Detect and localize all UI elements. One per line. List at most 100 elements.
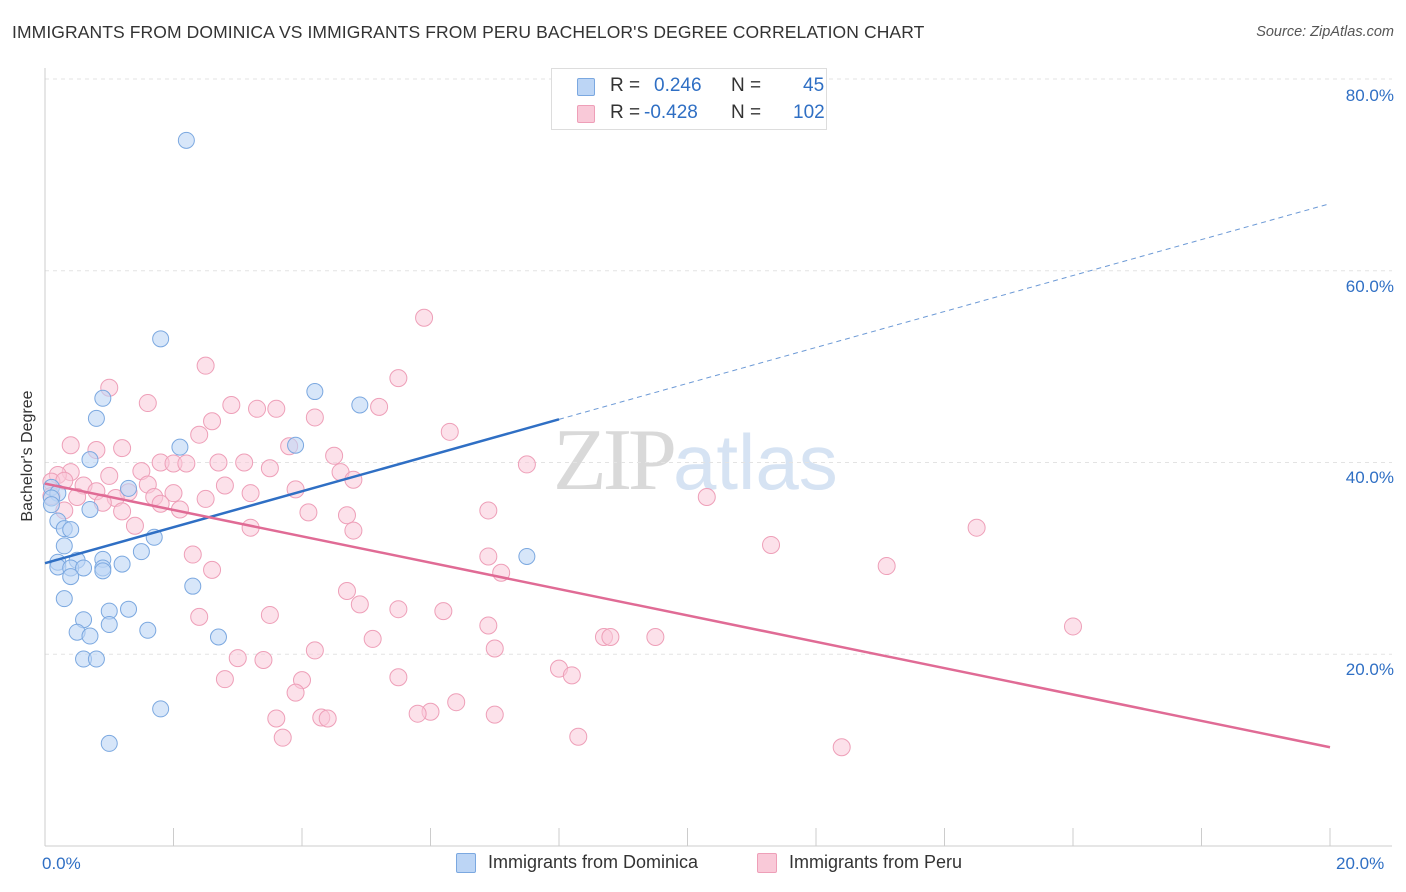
peru-point: [273, 728, 292, 747]
legend-r-value: -0.428: [644, 102, 698, 123]
peru-points: [42, 308, 1082, 757]
peru-point: [318, 709, 337, 728]
dominica-point: [120, 600, 138, 618]
stats-legend: R = 0.246 N = 45 R = -0.428 N = 102: [551, 68, 827, 130]
dominica-point: [113, 555, 131, 573]
grid-lines: [45, 78, 1392, 655]
dominica-point: [75, 559, 93, 577]
dominica-point: [184, 577, 202, 595]
dominica-point: [62, 521, 80, 539]
peru-point: [389, 369, 408, 388]
peru-point: [228, 649, 247, 668]
peru-point: [305, 408, 324, 427]
trend-lines: [44, 203, 1331, 749]
dominica-point: [132, 543, 150, 561]
peru-point: [241, 484, 260, 503]
peru-point: [267, 399, 286, 418]
peru-point: [235, 453, 254, 472]
peru-point: [254, 651, 273, 670]
dominica-point: [209, 628, 227, 646]
peru-point: [601, 627, 620, 646]
dominica-point: [171, 438, 189, 456]
peru-point: [68, 488, 87, 507]
legend-r-label: R =: [610, 75, 641, 96]
legend-n-label: N =: [731, 102, 762, 123]
dominica-point: [55, 590, 73, 608]
peru-point: [248, 399, 267, 418]
dominica-point: [81, 627, 99, 645]
peru-point: [337, 506, 356, 525]
dominica-point: [306, 383, 324, 401]
bottom-legend-swatch-dominica: [456, 853, 476, 873]
bottom-legend-swatch-peru: [757, 853, 777, 873]
dominica-point: [94, 562, 112, 580]
dominica-point: [287, 436, 305, 454]
peru-point: [203, 560, 222, 579]
dominica-point: [518, 547, 536, 565]
peru-point: [209, 453, 228, 472]
peru-point: [389, 600, 408, 619]
dominica-point: [177, 131, 195, 149]
dominica-point: [139, 621, 157, 639]
x-tick-label: 20.0%: [1336, 854, 1385, 873]
peru-point: [479, 501, 498, 520]
peru-point: [337, 581, 356, 600]
peru-point: [479, 616, 498, 635]
peru-point: [517, 455, 536, 474]
y-tick-label: 40.0%: [1345, 468, 1394, 487]
peru-point: [286, 683, 305, 702]
peru-point: [447, 693, 466, 712]
dominica-point: [42, 496, 60, 514]
dominica-point: [62, 568, 80, 586]
peru-point: [832, 738, 851, 757]
x-tick-label: 0.0%: [42, 854, 81, 873]
axes: [44, 68, 1392, 847]
peru-point: [215, 476, 234, 495]
dominica-point: [120, 479, 138, 497]
peru-point: [762, 535, 781, 554]
bottom-legend-label: Immigrants from Dominica: [488, 852, 699, 872]
y-tick-label: 60.0%: [1345, 277, 1394, 296]
dominica-point: [351, 396, 369, 414]
peru-point: [485, 705, 504, 724]
dominica-point: [100, 734, 118, 752]
peru-point: [697, 488, 716, 507]
peru-point: [61, 436, 80, 455]
peru-point: [196, 356, 215, 375]
peru-point: [434, 602, 453, 621]
peru-point: [363, 629, 382, 648]
peru-point: [408, 704, 427, 723]
dominica-point: [87, 409, 105, 427]
dominica-point: [94, 389, 112, 407]
legend-swatch-dominica: [577, 78, 595, 96]
watermark-zip: ZIP: [553, 412, 677, 509]
peru-point: [1064, 617, 1082, 636]
peru-point: [485, 639, 504, 658]
legend-n-value: 45: [803, 75, 825, 96]
bottom-legend-label: Immigrants from Peru: [789, 852, 963, 872]
dominica-point: [152, 700, 170, 718]
peru-point: [196, 489, 215, 508]
dominica-point: [152, 330, 170, 348]
peru-point: [164, 484, 183, 503]
peru-point: [967, 518, 986, 537]
peru-point: [350, 595, 369, 614]
legend-n-label: N =: [731, 75, 762, 96]
peru-point: [440, 422, 459, 441]
peru-point: [569, 727, 588, 746]
peru-point: [260, 459, 279, 478]
watermark: ZIPatlas: [553, 408, 838, 511]
legend-r-value: 0.246: [654, 75, 702, 96]
peru-point: [177, 454, 196, 473]
peru-point: [305, 641, 324, 660]
peru-point: [190, 607, 209, 626]
peru-point: [479, 547, 498, 566]
peru-point: [562, 666, 581, 685]
y-tick-label: 80.0%: [1345, 86, 1394, 105]
y-tick-label: 20.0%: [1345, 660, 1394, 679]
dominica-point: [81, 500, 99, 518]
peru-point: [183, 545, 202, 564]
dominica-point: [55, 537, 73, 555]
peru-point: [100, 466, 119, 485]
